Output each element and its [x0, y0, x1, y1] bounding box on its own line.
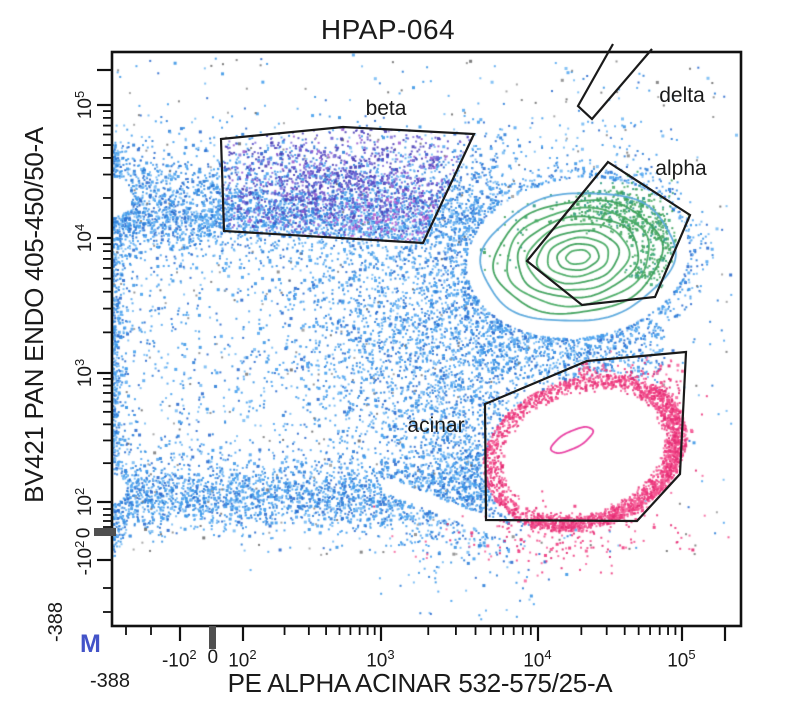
x-tick-label: 0 [207, 647, 219, 668]
x-tick-label: -102 [161, 647, 197, 672]
gate-outline-delta [576, 43, 653, 121]
y-tick-label: 105 [71, 90, 97, 120]
y-tick-label: 102 [71, 487, 97, 517]
x-axis-min-label: -388 [89, 670, 131, 692]
plot-border [110, 50, 743, 628]
x-tick-label: 102 [228, 647, 257, 672]
gate-label-beta: beta [365, 97, 407, 120]
gate-outline-alpha [525, 160, 692, 307]
y-axis-label: BV421 PAN ENDO 405-450/50-A [19, 127, 49, 503]
plot-title: HPAP-064 [320, 14, 456, 45]
x-tick-label: 103 [366, 647, 395, 672]
zero-tick-marker [94, 528, 116, 536]
gate-label-alpha: alpha [655, 157, 707, 180]
y-tick-label: -102 [71, 540, 97, 576]
y-tick-label: 0 [73, 527, 95, 539]
x-tick-label: 105 [667, 647, 696, 672]
zero-tick-marker [209, 626, 216, 649]
x-tick-label: 104 [523, 647, 552, 672]
gate-outline-beta [219, 125, 476, 245]
x-axis-label: PE ALPHA ACINAR 532-575/25-A [227, 668, 613, 698]
gate-outline-acinar [483, 350, 688, 523]
flowjo-watermark-m: M [80, 630, 101, 658]
y-tick-label: 104 [71, 223, 97, 253]
gate-label-delta: delta [659, 84, 705, 107]
y-axis-min-label: -388 [45, 601, 67, 643]
y-tick-label: 103 [71, 358, 97, 388]
gate-label-acinar: acinar [407, 414, 465, 437]
